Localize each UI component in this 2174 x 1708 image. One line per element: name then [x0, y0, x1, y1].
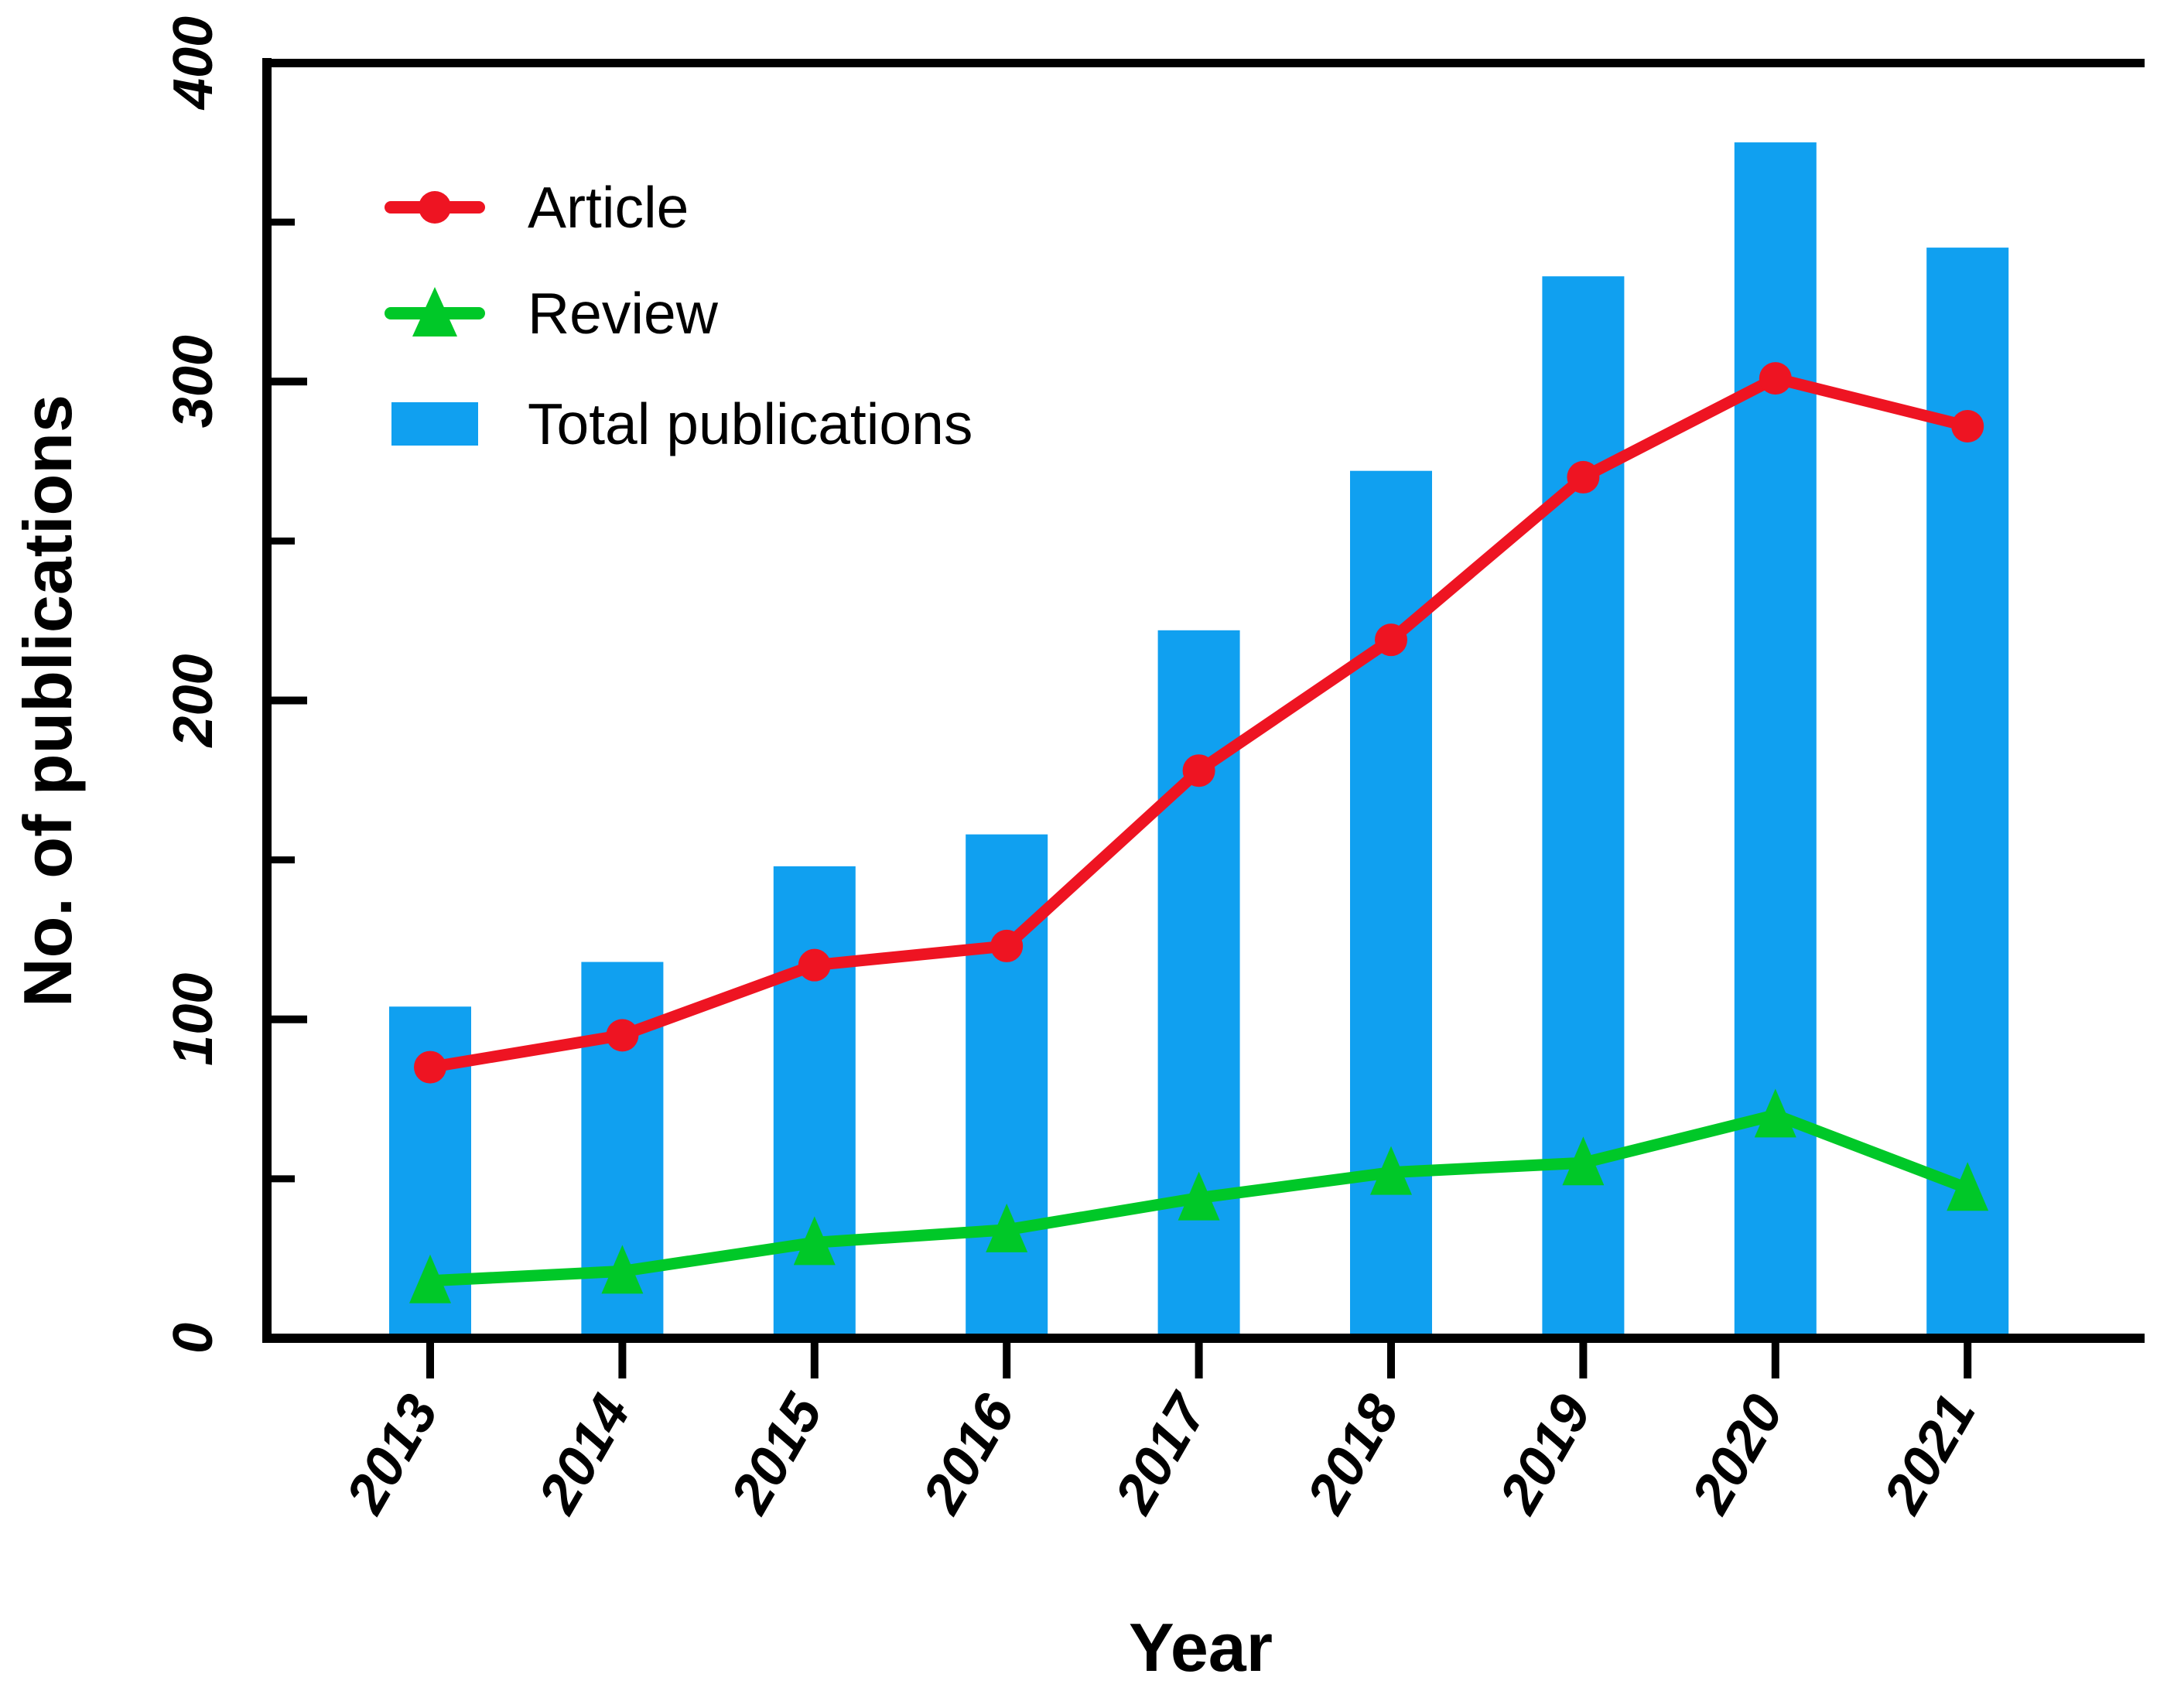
x-tick-label-2020: 2020 [1679, 1385, 1795, 1524]
article-circle-icon [419, 191, 451, 224]
x-tick-2018 [1387, 1343, 1395, 1378]
x-tick-2015 [810, 1343, 819, 1378]
total-bar-2020 [1734, 142, 1817, 1338]
legend-item-review: Review [385, 275, 718, 352]
y-major-tick-100 [272, 1015, 307, 1023]
x-tick-2019 [1579, 1343, 1588, 1378]
x-tick-label-2016: 2016 [911, 1384, 1027, 1524]
x-tick-label-2019: 2019 [1487, 1385, 1603, 1524]
review-point-2020 [1754, 1088, 1796, 1138]
x-axis-title: Year [1129, 1609, 1273, 1686]
legend-label-article: Article [528, 175, 689, 240]
x-tick-label-2021: 2021 [1871, 1385, 1988, 1524]
total-bar-2016 [966, 834, 1048, 1338]
article-point-2013 [414, 1050, 446, 1084]
article-point-2016 [990, 929, 1024, 962]
x-tick-label-2014: 2014 [526, 1385, 642, 1524]
x-tick-2017 [1195, 1343, 1203, 1378]
x-tick-label-2013: 2013 [333, 1385, 449, 1524]
x-tick-2014 [618, 1343, 627, 1378]
y-minor-tick-350 [272, 218, 295, 226]
x-tick-label-2018: 2018 [1294, 1385, 1410, 1524]
review-point-2019 [1562, 1136, 1605, 1186]
top-border-line [262, 59, 2145, 67]
x-tick-2020 [1771, 1343, 1779, 1378]
y-tick-label-0: 0 [162, 1323, 224, 1354]
total-bar-2018 [1350, 470, 1432, 1339]
total-publications-swatch-icon [391, 402, 478, 446]
article-point-2015 [798, 948, 831, 982]
article-point-2021 [1951, 409, 1984, 442]
legend-label-total-publications: Total publications [528, 391, 973, 456]
review-marker-cell [385, 275, 485, 352]
y-axis-title: No. of publications [9, 395, 86, 1007]
x-tick-2016 [1003, 1343, 1011, 1378]
y-tick-label-300: 300 [162, 335, 224, 428]
y-tick-label-100: 100 [162, 973, 224, 1066]
article-marker-cell [385, 169, 485, 246]
legend-item-article: Article [385, 169, 689, 246]
review-point-2015 [793, 1216, 836, 1266]
article-point-2018 [1375, 623, 1407, 657]
article-point-2020 [1759, 362, 1792, 395]
total-bar-2015 [773, 866, 856, 1338]
review-triangle-icon [412, 287, 457, 336]
y-major-tick-200 [272, 696, 307, 705]
y-tick-label-400: 400 [162, 16, 224, 111]
x-tick-2021 [1964, 1343, 1972, 1378]
review-point-2013 [409, 1254, 451, 1303]
article-point-2019 [1567, 460, 1600, 494]
x-axis-line [262, 1334, 2145, 1343]
y-axis-line [262, 58, 272, 1343]
x-tick-label-2015: 2015 [718, 1384, 835, 1524]
legend-label-review: Review [528, 281, 718, 346]
y-tick-label-200: 200 [162, 654, 224, 748]
review-point-2018 [1370, 1146, 1412, 1195]
review-point-2016 [986, 1203, 1028, 1252]
review-point-2017 [1178, 1171, 1220, 1221]
y-minor-tick-50 [272, 1175, 295, 1183]
article-point-2014 [606, 1019, 639, 1052]
x-tick-label-2017: 2017 [1102, 1382, 1220, 1524]
x-tick-2013 [426, 1343, 434, 1378]
y-minor-tick-250 [272, 537, 295, 545]
review-point-2021 [1947, 1162, 1989, 1211]
total-bar-2017 [1157, 630, 1240, 1338]
review-point-2014 [601, 1245, 644, 1294]
y-major-tick-300 [272, 377, 307, 386]
article-point-2017 [1182, 754, 1215, 787]
y-minor-tick-150 [272, 856, 295, 864]
total-marker-cell [385, 385, 485, 463]
legend-item-total-publications: Total publications [385, 385, 972, 463]
